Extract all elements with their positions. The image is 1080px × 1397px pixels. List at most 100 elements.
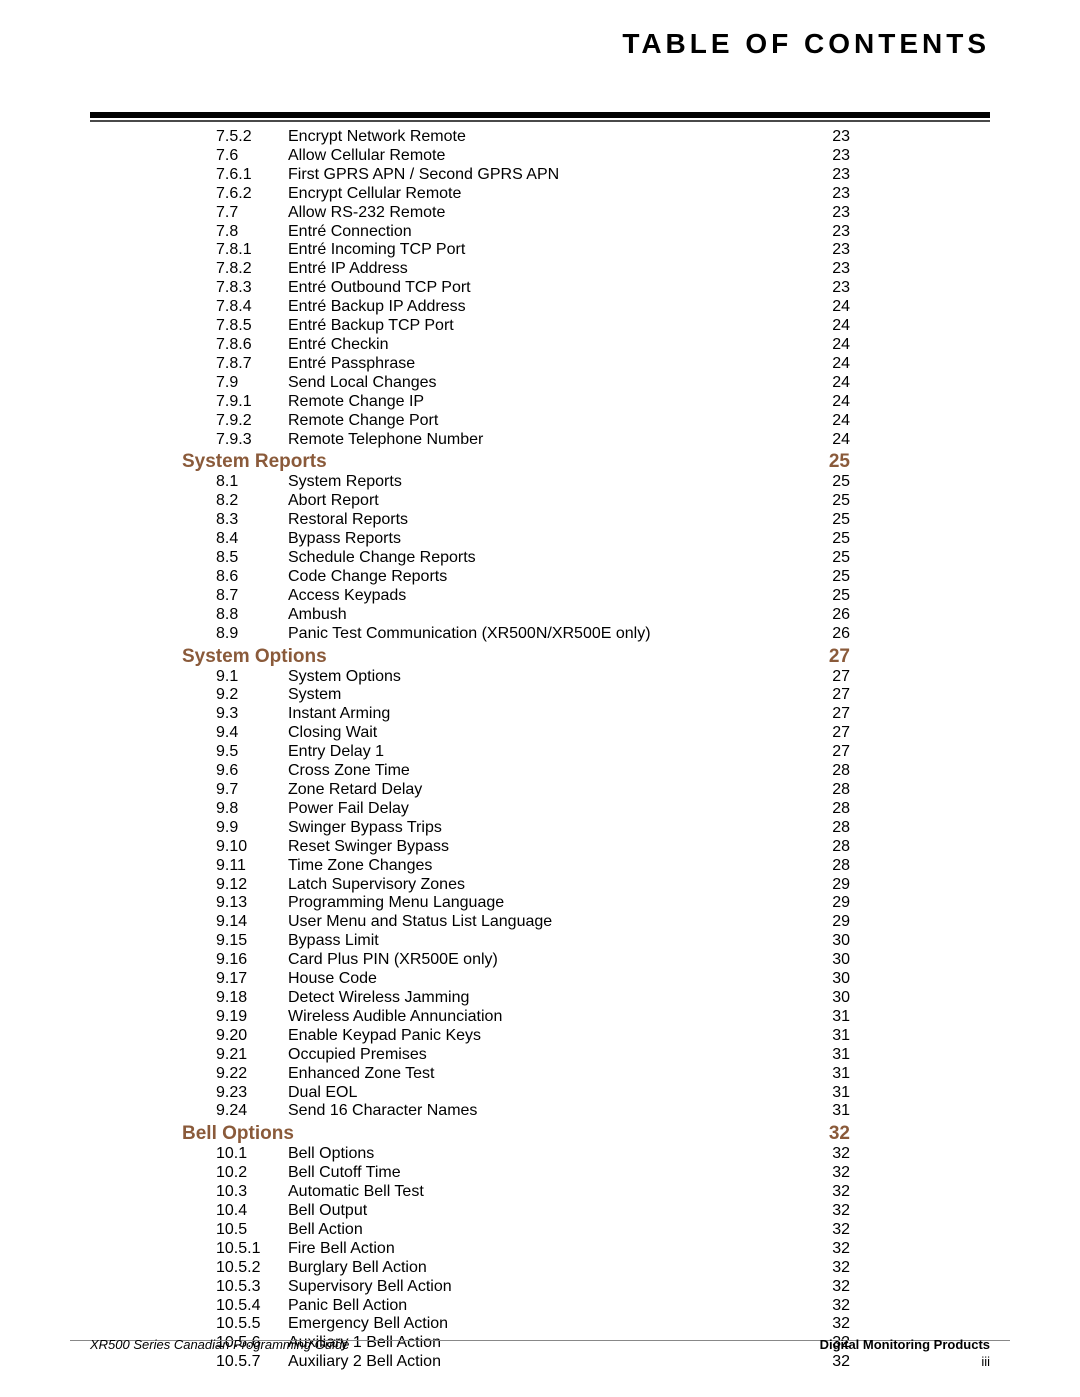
toc-entry-number: 8.2 bbox=[216, 492, 288, 511]
toc-entry-page: 23 bbox=[832, 185, 850, 204]
toc-entry: 10.3Automatic Bell Test32 bbox=[216, 1183, 850, 1202]
toc-entry-page: 30 bbox=[832, 989, 850, 1008]
toc-entry-page: 25 bbox=[832, 492, 850, 511]
toc-entry-title: Swinger Bypass Trips bbox=[288, 819, 442, 838]
toc-entry-title: Burglary Bell Action bbox=[288, 1259, 427, 1278]
toc-entry-title: Power Fail Delay bbox=[288, 800, 409, 819]
toc-entry: 7.9.3Remote Telephone Number24 bbox=[216, 431, 850, 450]
toc-entry-number: 10.1 bbox=[216, 1145, 288, 1164]
toc-entry-number: 10.5.5 bbox=[216, 1315, 288, 1334]
page: TABLE OF CONTENTS 7.5.2Encrypt Network R… bbox=[0, 0, 1080, 1397]
toc-entry-title: User Menu and Status List Language bbox=[288, 913, 552, 932]
toc-entry-page: 31 bbox=[832, 1065, 850, 1084]
toc-entry-page: 23 bbox=[832, 223, 850, 242]
toc-entry-number: 10.5.4 bbox=[216, 1297, 288, 1316]
toc-entry-number: 9.17 bbox=[216, 970, 288, 989]
toc-entry: 9.11Time Zone Changes28 bbox=[216, 857, 850, 876]
toc-entry-page: 25 bbox=[832, 568, 850, 587]
toc-entry-page: 23 bbox=[832, 147, 850, 166]
toc-entry-number: 9.8 bbox=[216, 800, 288, 819]
toc-entry-page: 29 bbox=[832, 876, 850, 895]
toc-entry-number: 9.21 bbox=[216, 1046, 288, 1065]
toc-entry-page: 32 bbox=[832, 1145, 850, 1164]
toc-entry-page: 25 bbox=[832, 473, 850, 492]
toc-entry-page: 32 bbox=[832, 1202, 850, 1221]
toc-entry-title: Encrypt Network Remote bbox=[288, 128, 466, 147]
toc-entry-title: Code Change Reports bbox=[288, 568, 447, 587]
toc-entry: 9.5Entry Delay 127 bbox=[216, 743, 850, 762]
toc-entry-page: 23 bbox=[832, 241, 850, 260]
toc-entry-title: Occupied Premises bbox=[288, 1046, 427, 1065]
toc-entry: 10.5.5Emergency Bell Action32 bbox=[216, 1315, 850, 1334]
toc-entry-title: Schedule Change Reports bbox=[288, 549, 476, 568]
toc-entry-title: Remote Telephone Number bbox=[288, 431, 483, 450]
toc-entry-page: 28 bbox=[832, 819, 850, 838]
toc-section-heading: System Reports25 bbox=[182, 451, 850, 473]
toc-entry-title: First GPRS APN / Second GPRS APN bbox=[288, 166, 559, 185]
toc-entry-title: Remote Change IP bbox=[288, 393, 424, 412]
toc-entry: 10.5.3Supervisory Bell Action32 bbox=[216, 1278, 850, 1297]
toc-entry-number: 8.4 bbox=[216, 530, 288, 549]
toc-entry-number: 9.9 bbox=[216, 819, 288, 838]
toc-entry-title: Allow Cellular Remote bbox=[288, 147, 445, 166]
toc-entry-page: 31 bbox=[832, 1102, 850, 1121]
toc-entry-title: Entré IP Address bbox=[288, 260, 408, 279]
toc-entry: 9.24Send 16 Character Names31 bbox=[216, 1102, 850, 1121]
toc-entry-page: 30 bbox=[832, 932, 850, 951]
toc-entry: 9.17House Code30 bbox=[216, 970, 850, 989]
toc-entry: 7.9Send Local Changes24 bbox=[216, 374, 850, 393]
toc-entry-number: 8.1 bbox=[216, 473, 288, 492]
toc-entry: 9.19Wireless Audible Annunciation31 bbox=[216, 1008, 850, 1027]
toc-entry-number: 8.7 bbox=[216, 587, 288, 606]
toc-entry-number: 7.8.2 bbox=[216, 260, 288, 279]
toc-entry-page: 24 bbox=[832, 336, 850, 355]
toc-entry-number: 8.8 bbox=[216, 606, 288, 625]
toc-entry: 9.7Zone Retard Delay28 bbox=[216, 781, 850, 800]
toc-entry: 9.22Enhanced Zone Test 31 bbox=[216, 1065, 850, 1084]
toc-entry-title: Allow RS-232 Remote bbox=[288, 204, 445, 223]
toc-entry-page: 27 bbox=[832, 743, 850, 762]
toc-entry: 7.8.1Entré Incoming TCP Port23 bbox=[216, 241, 850, 260]
toc-entry-page: 29 bbox=[832, 894, 850, 913]
toc-entry-number: 7.5.2 bbox=[216, 128, 288, 147]
toc-entry-page: 28 bbox=[832, 800, 850, 819]
toc-entry-title: Send 16 Character Names bbox=[288, 1102, 477, 1121]
toc-entry: 10.5.1Fire Bell Action32 bbox=[216, 1240, 850, 1259]
toc-entry-title: Enhanced Zone Test bbox=[288, 1065, 434, 1084]
toc-entry-page: 32 bbox=[832, 1259, 850, 1278]
toc-entry-number: 7.8.6 bbox=[216, 336, 288, 355]
toc-entry: 9.8Power Fail Delay 28 bbox=[216, 800, 850, 819]
footer: XR500 Series Canadian Programming Guide … bbox=[90, 1337, 990, 1369]
toc-section-heading: System Options 27 bbox=[182, 646, 850, 668]
toc-entry-page: 25 bbox=[832, 549, 850, 568]
toc-entry-page: 32 bbox=[832, 1240, 850, 1259]
toc-entry: 7.6.2Encrypt Cellular Remote23 bbox=[216, 185, 850, 204]
toc-entry-title: Bypass Reports bbox=[288, 530, 401, 549]
toc-entry-title: Time Zone Changes bbox=[288, 857, 432, 876]
toc-entry-number: 9.14 bbox=[216, 913, 288, 932]
toc-entry: 8.2Abort Report25 bbox=[216, 492, 850, 511]
toc-entry-page: 23 bbox=[832, 128, 850, 147]
toc-entry: 7.9.2Remote Change Port24 bbox=[216, 412, 850, 431]
toc-entry-page: 30 bbox=[832, 970, 850, 989]
toc-entry: 9.21Occupied Premises 31 bbox=[216, 1046, 850, 1065]
footer-left: XR500 Series Canadian Programming Guide bbox=[90, 1337, 349, 1369]
toc-entry: 7.8.6Entré Checkin 24 bbox=[216, 336, 850, 355]
toc-entry-number: 9.22 bbox=[216, 1065, 288, 1084]
toc-entry-number: 10.5.2 bbox=[216, 1259, 288, 1278]
toc-entry-page: 25 bbox=[832, 530, 850, 549]
table-of-contents: 7.5.2Encrypt Network Remote237.6Allow Ce… bbox=[216, 128, 850, 1372]
toc-entry-number: 9.1 bbox=[216, 668, 288, 687]
toc-entry: 8.3Restoral Reports25 bbox=[216, 511, 850, 530]
toc-entry: 7.6.1First GPRS APN / Second GPRS APN23 bbox=[216, 166, 850, 185]
toc-entry: 7.8.2Entré IP Address23 bbox=[216, 260, 850, 279]
toc-entry-title: Entré Checkin bbox=[288, 336, 389, 355]
toc-entry-page: 28 bbox=[832, 762, 850, 781]
toc-entry-number: 9.20 bbox=[216, 1027, 288, 1046]
toc-entry-page: 32 bbox=[832, 1278, 850, 1297]
toc-entry-page: 24 bbox=[832, 412, 850, 431]
toc-section-title: System Options bbox=[182, 646, 327, 668]
toc-section-page: 27 bbox=[829, 646, 850, 668]
toc-entry-page: 31 bbox=[832, 1046, 850, 1065]
toc-entry-number: 9.13 bbox=[216, 894, 288, 913]
